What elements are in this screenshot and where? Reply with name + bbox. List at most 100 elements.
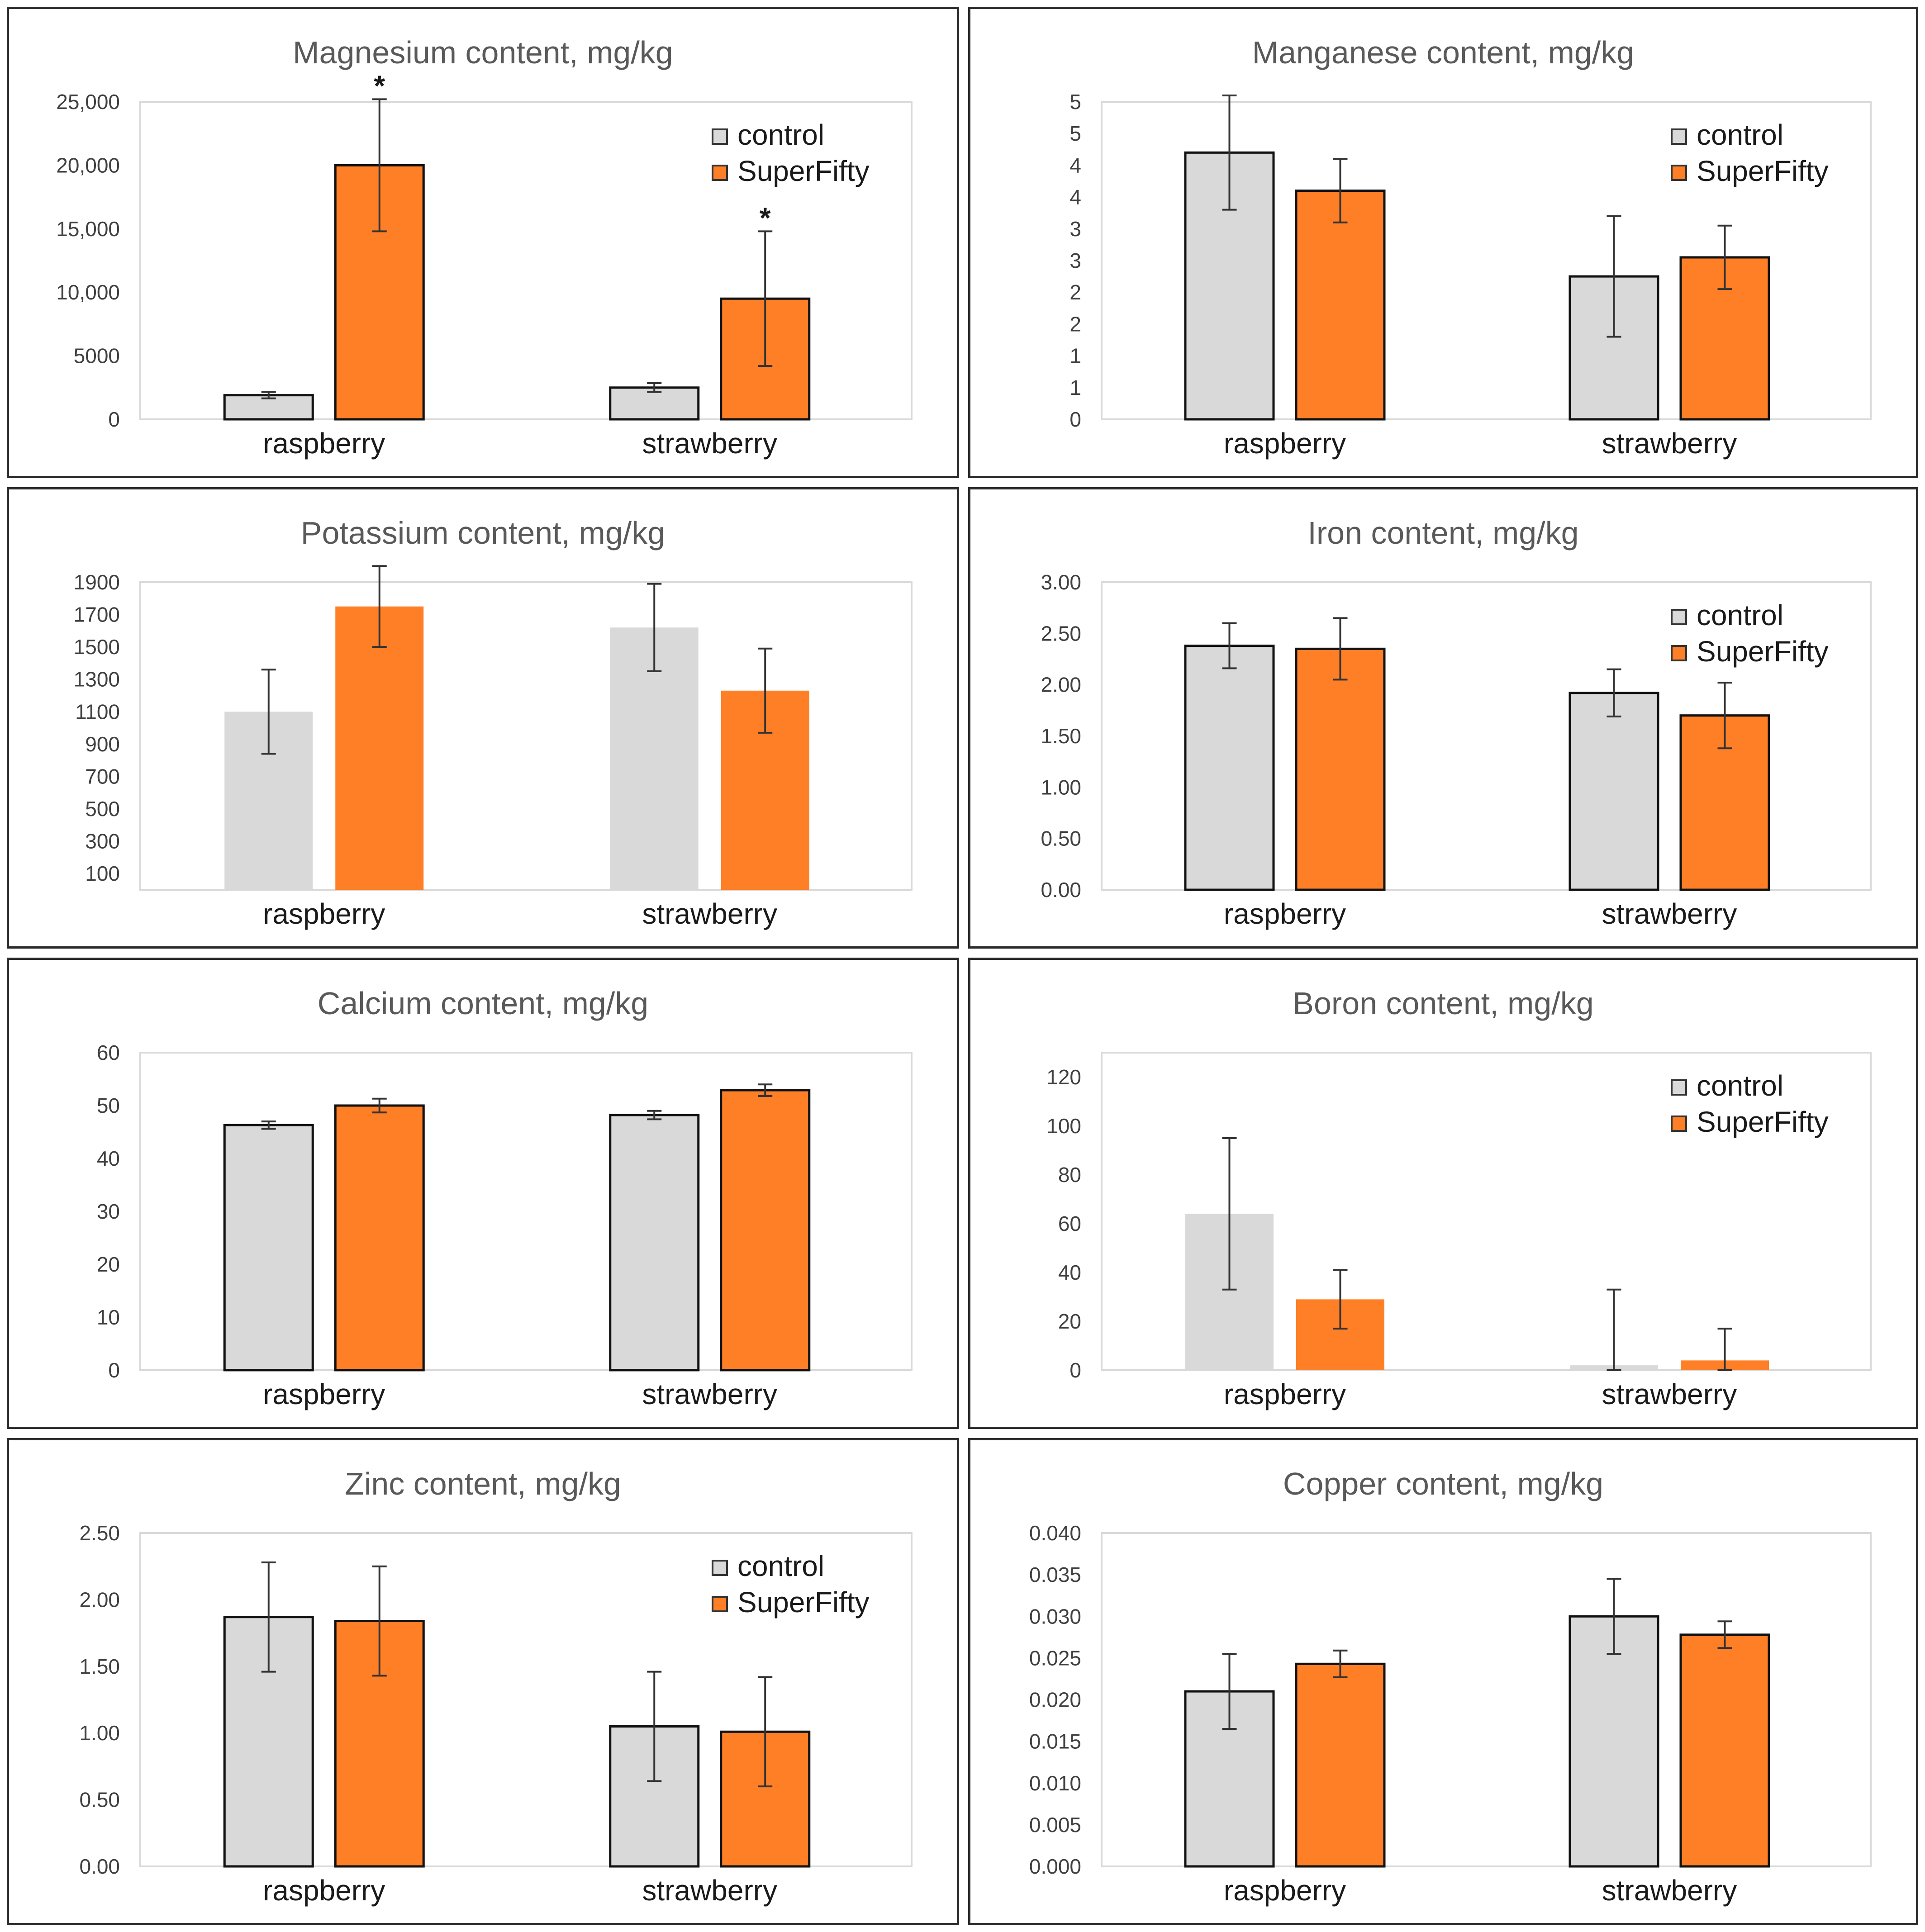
y-tick-label: 3 [1069, 249, 1081, 272]
chart-svg: Calcium content, mg/kg 0 10 20 30 40 50 60 raspb… [97, 986, 913, 1410]
chart-panel-6: Boron content, mg/kg 0 20 40 60 80 100 120 raspb… [968, 958, 1918, 1429]
y-tick-label: 2 [1069, 312, 1081, 336]
error-bar [647, 382, 662, 393]
legend-label: control [1697, 1069, 1783, 1102]
error-bar [1607, 215, 1621, 338]
chart-title: Iron content, mg/kg [1307, 515, 1578, 551]
error-bar [1607, 1578, 1621, 1655]
y-tick-label: 1700 [74, 603, 120, 627]
legend-swatch-control [1671, 128, 1687, 145]
y-tick-label: 25,000 [56, 90, 120, 114]
bar-control-strawberry [1569, 692, 1659, 891]
error-bar [1607, 668, 1621, 717]
error-bar [261, 1120, 276, 1130]
y-tick-label: 300 [85, 830, 120, 853]
error-bar [1717, 1328, 1732, 1371]
legend-label: control [1697, 119, 1783, 151]
legend: control SuperFifty [712, 1550, 870, 1619]
y-tick-label: 30 [97, 1200, 120, 1223]
bar-superfifty-strawberry [720, 1089, 811, 1372]
y-tick-label: 5 [1069, 90, 1081, 114]
y-tick-label: 10,000 [56, 280, 120, 304]
chart-svg: Zinc content, mg/kg 0.00 0.50 1.00 1.50 2.00 2… [79, 1466, 913, 1907]
category-label: strawberry [642, 897, 777, 930]
chart-svg: Magnesium content, mg/kg 0 5000 10,000 15,00… [56, 35, 913, 460]
bar-control-strawberry [609, 1114, 700, 1372]
bar-control-strawberry [609, 386, 700, 421]
legend: control SuperFifty [1671, 599, 1829, 668]
y-tick-label: 20 [1058, 1310, 1081, 1333]
y-tick-label: 1100 [75, 700, 120, 723]
legend-label: SuperFifty [1697, 635, 1829, 668]
y-tick-label: 3.00 [1041, 570, 1081, 594]
legend-swatch-superfifty [712, 1596, 728, 1612]
y-tick-label: 0 [108, 408, 120, 431]
bar-superfifty-raspberry [335, 606, 424, 890]
y-tick-label: 1 [1069, 376, 1081, 399]
y-tick-label: 2 [1069, 280, 1081, 304]
legend-label: control [1697, 599, 1783, 631]
y-tick-label: 700 [85, 764, 120, 788]
y-tick-label: 1.50 [79, 1655, 120, 1678]
y-tick-label: 0.010 [1029, 1771, 1081, 1795]
error-bar [1333, 617, 1348, 681]
error-bar [372, 565, 387, 648]
legend-swatch-control [712, 128, 728, 145]
plot-area-frame [139, 581, 913, 891]
plot-area-frame [1101, 581, 1872, 891]
chart-panel-2: Manganese content, mg/kg 0 1 1 2 2 3 3 4 4 5 5 raspb… [968, 7, 1918, 478]
chart-title: Boron content, mg/kg [1293, 986, 1593, 1021]
legend-swatch-superfifty [1671, 645, 1687, 661]
error-bar [1333, 1269, 1348, 1330]
bar-control-raspberry [223, 1124, 314, 1372]
y-tick-label: 5000 [74, 344, 120, 368]
legend: control SuperFifty [1671, 119, 1829, 187]
category-label: strawberry [642, 1874, 777, 1907]
y-tick-label: 0.015 [1029, 1730, 1081, 1753]
y-tick-label: 100 [1046, 1114, 1081, 1138]
chart-panel-4: Iron content, mg/kg 0.00 0.50 1.00 1.50 2.00 2… [968, 487, 1918, 949]
y-tick-label: 2.00 [79, 1588, 120, 1611]
error-bar [1717, 224, 1732, 290]
bar-superfifty-raspberry [1295, 190, 1386, 421]
chart-panel-8: Copper content, mg/kg 0.000 0.005 0.010 0.01… [968, 1438, 1918, 1925]
error-bar [1717, 1620, 1732, 1649]
plot-area-frame [1101, 1052, 1872, 1371]
bar-superfifty-raspberry [334, 1104, 425, 1372]
error-bar [261, 1561, 276, 1673]
y-tick-label: 3 [1069, 217, 1081, 241]
y-tick-label: 1 [1069, 344, 1081, 368]
chart-panel-5: Calcium content, mg/kg 0 10 20 30 40 50 60 raspb… [7, 958, 959, 1429]
legend-label: SuperFifty [1697, 1106, 1829, 1138]
error-bar [1222, 1653, 1237, 1730]
bar-superfifty-raspberry [1295, 647, 1386, 891]
plot-area-frame [1101, 101, 1872, 420]
category-label: raspberry [263, 1378, 385, 1410]
y-tick-label: 1300 [74, 668, 120, 691]
y-tick-label: 60 [97, 1041, 120, 1064]
chart-title: Manganese content, mg/kg [1252, 35, 1634, 70]
y-tick-label: 40 [1058, 1261, 1081, 1284]
legend: control SuperFifty [712, 119, 870, 187]
y-tick-label: 120 [1046, 1065, 1081, 1089]
plot-area-frame [1101, 1532, 1872, 1867]
plot-area-frame [139, 101, 913, 420]
error-bar [647, 1671, 662, 1782]
category-label: raspberry [263, 1874, 385, 1907]
chart-svg: Copper content, mg/kg 0.000 0.005 0.010 0.01… [1029, 1466, 1872, 1907]
legend-swatch-control [1671, 1079, 1687, 1096]
y-tick-label: 5 [1069, 122, 1081, 145]
category-label: raspberry [1224, 897, 1346, 930]
y-tick-label: 1.50 [1041, 724, 1081, 748]
significance-marker: * [374, 69, 385, 102]
y-tick-label: 20,000 [56, 153, 120, 177]
error-bar [758, 1083, 773, 1097]
y-tick-label: 900 [85, 732, 120, 756]
y-tick-label: 0.030 [1029, 1604, 1081, 1628]
error-bar [372, 1097, 387, 1114]
legend-label: control [737, 1550, 824, 1582]
chart-svg: Manganese content, mg/kg 0 1 1 2 2 3 3 4 4 5 5 raspb… [1069, 35, 1872, 460]
y-tick-label: 1.00 [79, 1721, 120, 1745]
error-bar [758, 647, 773, 734]
